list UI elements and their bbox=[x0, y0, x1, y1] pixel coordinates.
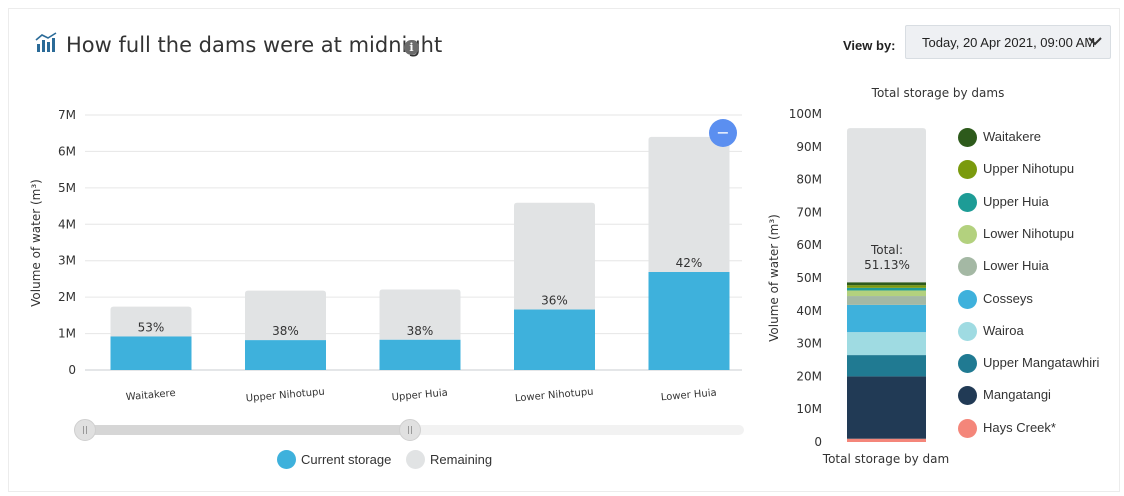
legend-swatch bbox=[958, 192, 977, 212]
slider-handle-start[interactable] bbox=[74, 419, 96, 441]
right-x-axis-label: Total storage by dam bbox=[822, 452, 949, 466]
right-y-tick-label: 10M bbox=[796, 402, 822, 416]
right-y-tick-label: 40M bbox=[796, 304, 822, 318]
stack-segment-mangatangi[interactable] bbox=[847, 376, 926, 439]
y-tick-label: 3M bbox=[58, 254, 76, 268]
y-tick-label: 7M bbox=[58, 108, 76, 122]
legend-label: Lower Huia bbox=[983, 258, 1049, 274]
bar-remaining[interactable] bbox=[110, 306, 192, 337]
range-slider[interactable] bbox=[74, 418, 744, 444]
bar-data-label: 42% bbox=[676, 256, 703, 270]
right-y-axis-label: Volume of water (m³) bbox=[767, 214, 781, 342]
legend-swatch bbox=[958, 321, 977, 341]
legend-swatch bbox=[277, 450, 296, 469]
legend-swatch bbox=[958, 128, 977, 147]
slider-selected-range[interactable] bbox=[76, 425, 410, 435]
bar-data-label: 36% bbox=[541, 294, 568, 308]
legend-label: Lower Nihotupu bbox=[983, 225, 1075, 241]
bar-current-storage[interactable] bbox=[648, 272, 730, 370]
bar-data-label: 53% bbox=[138, 320, 165, 334]
stack-segment-upper-huia[interactable] bbox=[847, 287, 926, 291]
bar-line-chart-icon bbox=[35, 32, 57, 52]
bar-remaining[interactable] bbox=[648, 136, 730, 273]
right-y-tick-label: 90M bbox=[796, 140, 822, 154]
legend-label: Upper Huia bbox=[983, 193, 1049, 209]
right-y-tick-label: 100M bbox=[789, 107, 822, 121]
y-tick-label: 6M bbox=[58, 144, 76, 158]
legend-swatch bbox=[958, 418, 977, 438]
stack-segment-upper-mangatawhiri[interactable] bbox=[847, 355, 926, 377]
stack-segment-lower-nihotupu[interactable] bbox=[847, 290, 926, 297]
minus-icon: − bbox=[716, 123, 729, 142]
stack-segment-waitakere[interactable] bbox=[847, 282, 926, 286]
x-tick-label: Upper Nihotupu bbox=[245, 387, 325, 405]
legend-label: Waitakere bbox=[983, 129, 1042, 144]
stack-segment-wairoa[interactable] bbox=[847, 332, 926, 356]
stack-segment-lower-huia[interactable] bbox=[847, 296, 926, 305]
x-tick-label: Lower Huia bbox=[660, 388, 717, 404]
y-tick-label: 0 bbox=[68, 363, 76, 377]
total-value: 51.13% bbox=[864, 258, 910, 272]
right-y-tick-label: 30M bbox=[796, 337, 822, 351]
bar-current-storage[interactable] bbox=[110, 336, 192, 370]
view-by-label: View by: bbox=[843, 38, 896, 53]
y-tick-label: 2M bbox=[58, 290, 76, 304]
x-tick-label: Lower Nihotupu bbox=[515, 387, 594, 405]
bar-remaining[interactable] bbox=[379, 289, 461, 340]
y-tick-label: 1M bbox=[58, 327, 76, 341]
bar-current-storage[interactable] bbox=[514, 309, 595, 370]
stack-segment-hays-creek[interactable] bbox=[847, 438, 926, 442]
right-y-tick-label: 0 bbox=[814, 435, 822, 449]
legend-swatch bbox=[406, 450, 425, 469]
legend-label: Wairoa bbox=[983, 322, 1024, 338]
stack-segment-cosseys[interactable] bbox=[847, 304, 926, 333]
right-y-tick-label: 20M bbox=[796, 369, 822, 383]
legend-label: Upper Nihotupu bbox=[983, 161, 1075, 177]
y-tick-label: 4M bbox=[58, 217, 76, 231]
view-by-value: Today, 20 Apr 2021, 09:00 AM bbox=[922, 35, 1096, 50]
legend-swatch bbox=[958, 289, 977, 309]
x-tick-label: Upper Huia bbox=[391, 388, 448, 404]
legend-swatch bbox=[958, 160, 977, 180]
legend-label: Hays Creek* bbox=[983, 419, 1056, 435]
slider-handle-end[interactable] bbox=[399, 419, 421, 441]
legend-label: Mangatangi bbox=[983, 387, 1051, 403]
right-y-tick-label: 70M bbox=[796, 205, 822, 219]
legend-swatch bbox=[958, 224, 977, 244]
legend-swatch bbox=[958, 257, 977, 277]
y-tick-label: 5M bbox=[58, 181, 76, 195]
page-title: How full the dams were at midnight bbox=[66, 33, 443, 57]
zoom-out-button[interactable]: − bbox=[709, 119, 737, 147]
x-tick-label: Waitakere bbox=[125, 388, 176, 403]
right-y-tick-label: 80M bbox=[796, 173, 822, 187]
stack-segment-upper-nihotupu[interactable] bbox=[847, 285, 926, 288]
legend-label: Upper Mangatawhiri bbox=[983, 355, 1100, 371]
bar-remaining[interactable] bbox=[245, 290, 326, 341]
chevron-down-icon bbox=[1088, 37, 1102, 46]
bar-remaining[interactable] bbox=[514, 202, 595, 310]
bar-current-storage[interactable] bbox=[245, 340, 326, 370]
total-label: Total: bbox=[870, 243, 903, 257]
stack-segment-remaining[interactable] bbox=[847, 128, 926, 283]
legend-swatch bbox=[958, 386, 977, 406]
legend-label: Cosseys bbox=[983, 290, 1033, 306]
bar-data-label: 38% bbox=[407, 324, 434, 338]
right-chart-title: Total storage by dams bbox=[871, 86, 1005, 100]
bar-current-storage[interactable] bbox=[379, 339, 461, 370]
bar-data-label: 38% bbox=[272, 324, 299, 338]
right-y-tick-label: 60M bbox=[796, 238, 822, 252]
view-by-select[interactable]: Today, 20 Apr 2021, 09:00 AM bbox=[905, 25, 1111, 59]
right-y-tick-label: 50M bbox=[796, 271, 822, 285]
main-y-axis-label: Volume of water (m³) bbox=[29, 179, 43, 307]
legend-swatch bbox=[958, 354, 977, 374]
info-icon[interactable]: i bbox=[404, 40, 419, 55]
